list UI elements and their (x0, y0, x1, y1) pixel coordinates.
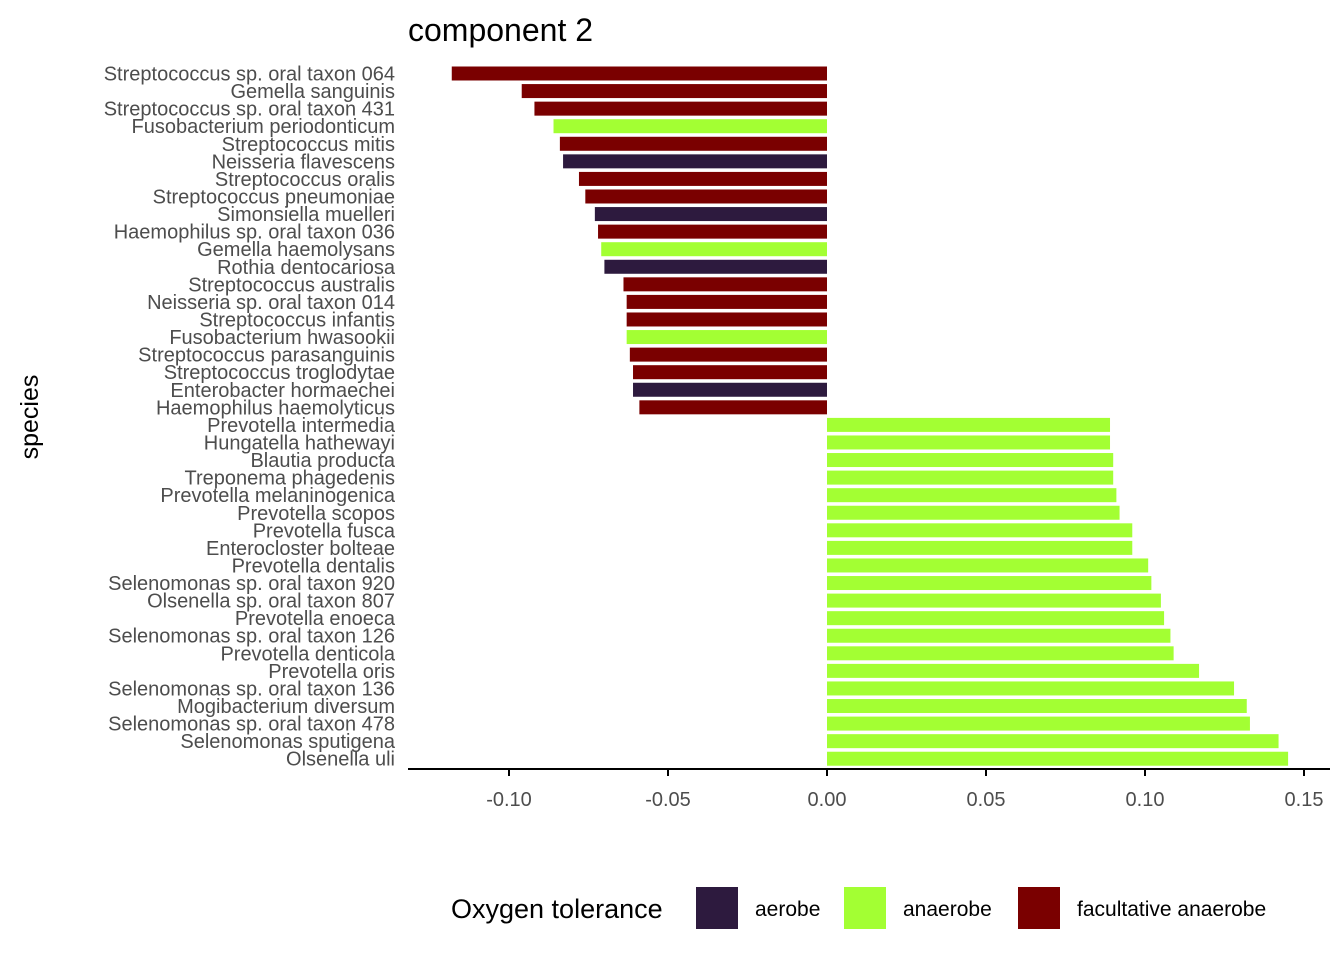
bar (598, 224, 827, 239)
x-tick-label: 0.05 (967, 789, 1006, 811)
y-tick-label: Simonsiella muelleri (217, 204, 395, 226)
bar (827, 558, 1149, 573)
y-tick-label: Gemella haemolysans (197, 239, 395, 261)
bar (827, 751, 1289, 766)
y-tick-label: Blautia producta (250, 450, 395, 472)
y-tick-label: Streptococcus sp. oral taxon 064 (104, 64, 395, 86)
y-tick-label: Selenomonas sp. oral taxon 920 (108, 573, 395, 595)
legend-label-anaerobe: anaerobe (903, 898, 992, 921)
y-tick-label: Streptococcus australis (188, 274, 395, 296)
bar (633, 382, 827, 397)
bar (827, 470, 1114, 485)
x-ticks: -0.10 -0.05 0.00 0.05 0.10 0.15 (486, 769, 1323, 811)
y-tick-label: Streptococcus pneumoniae (153, 186, 395, 208)
x-tick-label: 0.10 (1126, 789, 1165, 811)
bar (626, 294, 827, 309)
bar (626, 330, 827, 345)
y-tick-label: Streptococcus sp. oral taxon 431 (104, 99, 395, 121)
x-tick-label: -0.10 (486, 789, 532, 811)
y-tick-label: Selenomonas sp. oral taxon 126 (108, 626, 395, 648)
bar (827, 681, 1235, 696)
bar (827, 540, 1133, 555)
bar (559, 136, 827, 151)
bar (553, 119, 827, 134)
y-tick-label: Enterocloster bolteae (206, 538, 395, 560)
bars-group (451, 66, 1289, 766)
bar (827, 435, 1111, 450)
y-tick-label: Prevotella melaninogenica (160, 485, 395, 507)
y-tick-label: Gemella sanguinis (230, 81, 395, 103)
y-tick-label: Prevotella oris (268, 661, 395, 683)
chart-title: component 2 (408, 12, 593, 48)
bar (827, 716, 1250, 731)
y-tick-label: Fusobacterium hwasookii (169, 327, 395, 349)
y-tick-label: Streptococcus infantis (199, 309, 395, 331)
bar (534, 101, 827, 116)
bar (578, 171, 827, 186)
bar (827, 593, 1161, 608)
y-tick-label: Olsenella uli (286, 749, 395, 771)
bar (827, 505, 1120, 520)
y-tick-labels: Streptococcus sp. oral taxon 064Gemella … (104, 64, 396, 771)
y-tick-label: Olsenella sp. oral taxon 807 (147, 591, 395, 613)
bar (563, 154, 827, 169)
bar (604, 259, 827, 274)
legend-label-facultative-anaerobe: facultative anaerobe (1077, 898, 1266, 921)
y-tick-label: Selenomonas sputigena (180, 731, 395, 753)
y-tick-label: Neisseria flavescens (212, 151, 395, 173)
y-tick-label: Treponema phagedenis (184, 468, 395, 490)
y-tick-label: Prevotella enoeca (235, 608, 396, 630)
y-tick-label: Prevotella denticola (220, 643, 395, 665)
bar (827, 628, 1171, 643)
y-tick-label: Prevotella scopos (237, 503, 395, 525)
bar (623, 277, 827, 292)
bar (827, 576, 1152, 591)
y-tick-label: Streptococcus parasanguinis (138, 345, 395, 367)
y-tick-label: Prevotella dentalis (232, 555, 395, 577)
y-tick-label: Fusobacterium periodonticum (132, 116, 395, 138)
y-tick-label: Hungatella hathewayi (204, 432, 395, 454)
bar (585, 189, 827, 204)
bar (827, 523, 1133, 538)
bar (827, 699, 1247, 714)
bar (827, 453, 1114, 468)
bar (626, 312, 827, 327)
bar (601, 242, 827, 257)
bar (827, 734, 1279, 749)
x-tick-label: -0.05 (645, 789, 691, 811)
bar (639, 400, 827, 415)
bar (827, 611, 1165, 626)
bar (633, 365, 827, 380)
y-tick-label: Streptococcus oralis (215, 169, 395, 191)
bar (827, 488, 1117, 503)
bar (827, 663, 1200, 678)
y-tick-label: Prevotella fusca (253, 520, 396, 542)
bar (629, 347, 827, 362)
y-tick-label: Selenomonas sp. oral taxon 136 (108, 678, 395, 700)
y-tick-label: Streptococcus troglodytae (164, 362, 395, 384)
legend-label-aerobe: aerobe (755, 898, 820, 921)
y-axis-title: species (16, 375, 44, 460)
bar (594, 207, 827, 222)
legend-key-facultative-anaerobe (1018, 887, 1060, 929)
y-tick-label: Neisseria sp. oral taxon 014 (147, 292, 395, 314)
bar (827, 646, 1174, 661)
x-tick-label: 0.00 (808, 789, 847, 811)
y-tick-label: Prevotella intermedia (207, 415, 396, 437)
y-tick-label: Selenomonas sp. oral taxon 478 (108, 714, 395, 736)
y-tick-label: Rothia dentocariosa (217, 257, 396, 279)
y-tick-label: Haemophilus sp. oral taxon 036 (114, 222, 395, 244)
bar (521, 84, 827, 99)
x-tick-label: 0.15 (1285, 789, 1324, 811)
y-tick-label: Enterobacter hormaechei (170, 380, 395, 402)
legend-key-aerobe (696, 887, 738, 929)
bar (827, 417, 1111, 432)
legend-key-anaerobe (844, 887, 886, 929)
y-tick-label: Streptococcus mitis (222, 134, 395, 156)
legend-title: Oxygen tolerance (451, 894, 663, 924)
y-tick-label: Mogibacterium diversum (177, 696, 395, 718)
y-tick-label: Haemophilus haemolyticus (156, 397, 395, 419)
bar (451, 66, 827, 81)
